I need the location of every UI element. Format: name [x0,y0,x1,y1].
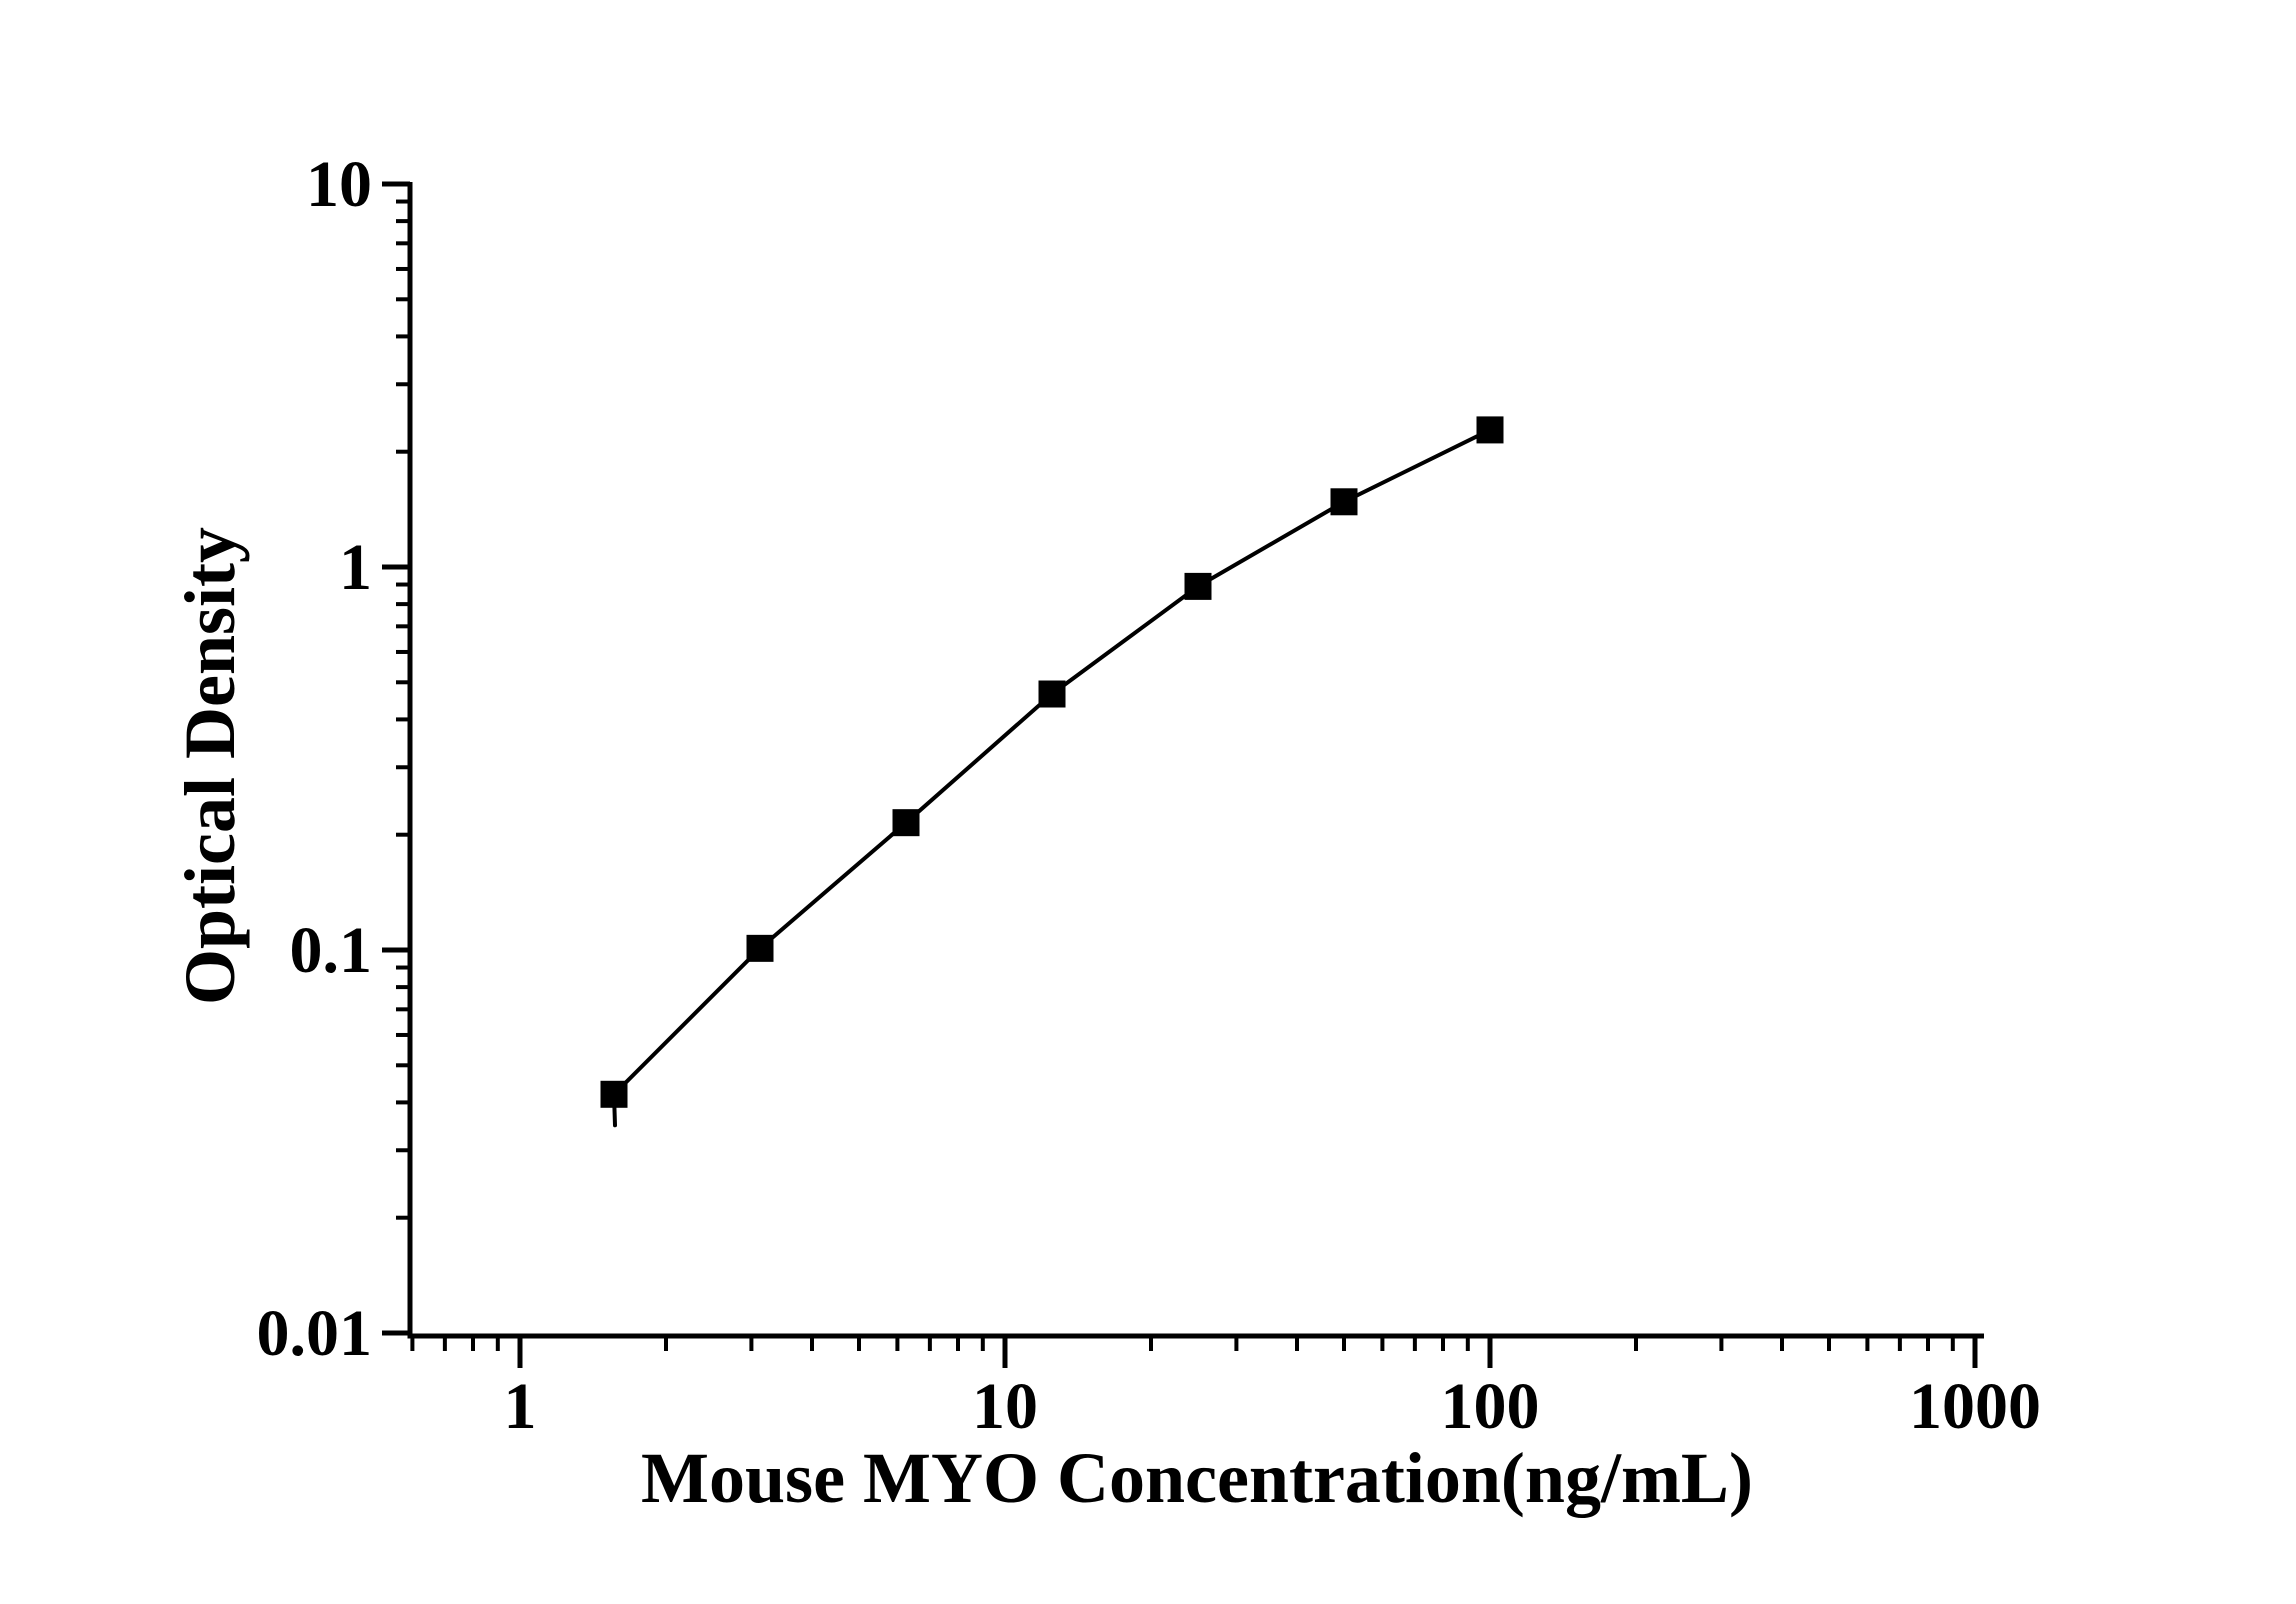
x-tick-label: 10 [972,1370,1038,1443]
data-point-marker [1038,680,1066,708]
data-point-marker [892,809,920,837]
data-point-marker [1330,488,1358,516]
x-tick-label: 1 [504,1370,537,1443]
x-tick-label: 100 [1441,1370,1540,1443]
y-axis-title: Optical Density [170,527,250,1005]
data-point-marker [746,934,774,962]
data-point-marker [1184,572,1212,600]
y-tick-label: 1 [339,531,372,604]
y-tick-label: 0.01 [257,1297,373,1370]
y-tick-label: 10 [306,148,372,221]
data-point-marker [600,1080,628,1108]
y-tick-label: 0.1 [290,914,373,987]
fit-curve [612,427,1492,1128]
x-axis-title: Mouse MYO Concentration(ng/mL) [641,1438,1753,1518]
x-tick-label: 1000 [1909,1370,2041,1443]
data-point-marker [1476,416,1504,444]
